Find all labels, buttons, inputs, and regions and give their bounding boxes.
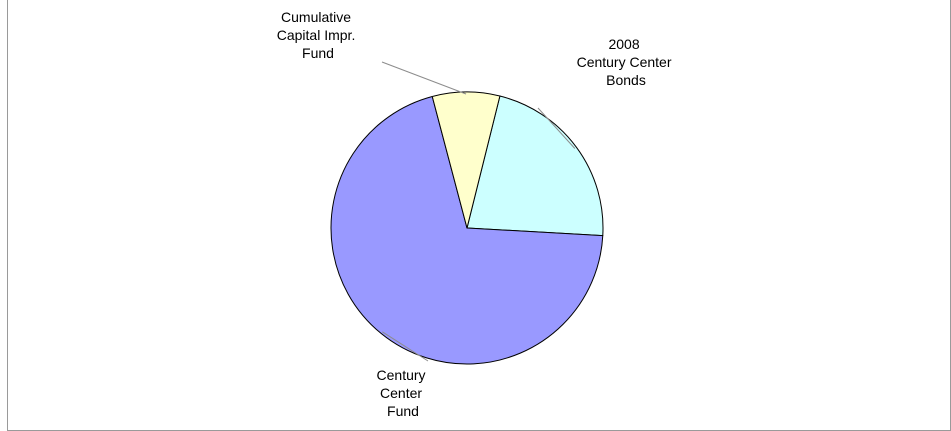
label-century-center-fund: Century Center Fund (377, 367, 430, 419)
leader-line-cumulative-fund (381, 61, 467, 95)
leader-line-bonds (537, 107, 576, 149)
slice-century-center-fund (330, 96, 604, 365)
leader-line-century-center-fund (382, 331, 429, 362)
label-cumulative-capital-impr-fund: Cumulative Capital Impr. Fund (277, 9, 359, 61)
label-2008-century-center-bonds: 2008 Century Center Bonds (577, 36, 676, 88)
slice-2008-century-center-bonds (466, 95, 604, 237)
slice-cumulative-capital-impr-fund (431, 91, 501, 229)
